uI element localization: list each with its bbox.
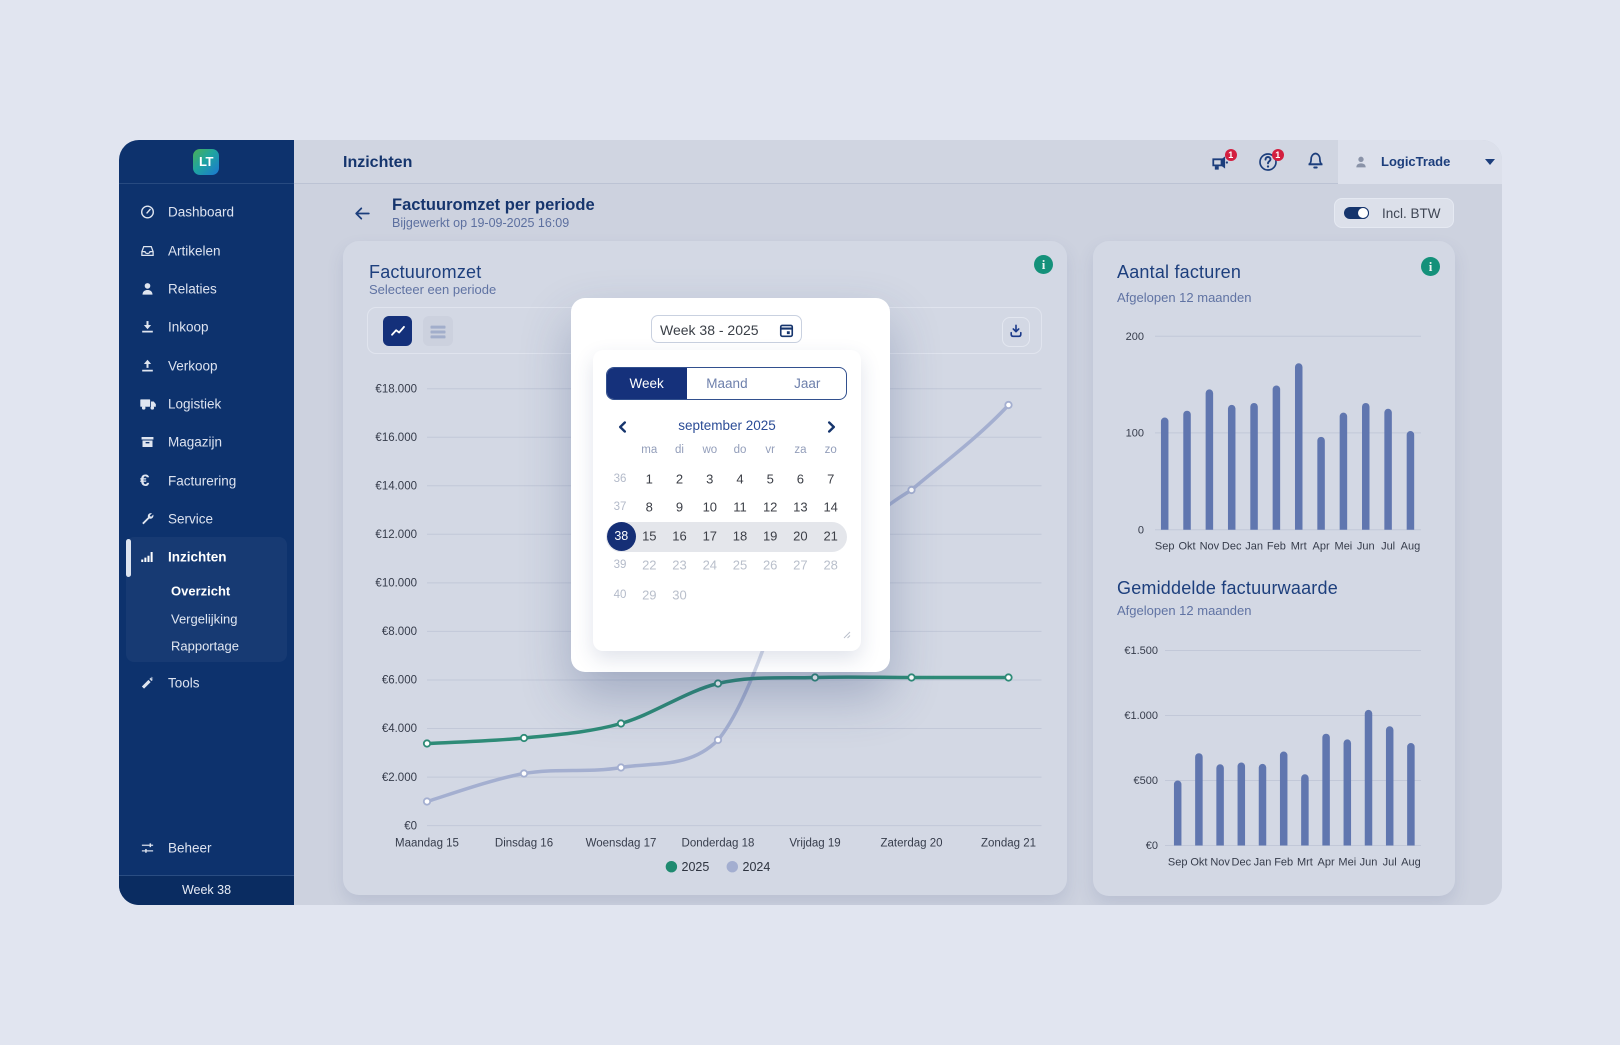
svg-text:Apr: Apr bbox=[1313, 541, 1330, 553]
svg-text:€18.000: €18.000 bbox=[375, 383, 417, 395]
svg-text:€500: €500 bbox=[1134, 775, 1158, 787]
svg-text:Jun: Jun bbox=[1357, 541, 1375, 553]
svg-text:€16.000: €16.000 bbox=[375, 432, 417, 444]
svg-text:Okt: Okt bbox=[1190, 857, 1207, 869]
svg-text:Apr: Apr bbox=[1318, 857, 1335, 869]
svg-text:Nov: Nov bbox=[1210, 857, 1230, 869]
svg-text:Woensdag 17: Woensdag 17 bbox=[586, 838, 657, 850]
svg-text:2024: 2024 bbox=[743, 860, 771, 874]
svg-text:Mrt: Mrt bbox=[1297, 857, 1313, 869]
svg-text:Jan: Jan bbox=[1245, 541, 1263, 553]
svg-text:€0: €0 bbox=[404, 820, 417, 832]
svg-text:€10.000: €10.000 bbox=[375, 578, 417, 590]
svg-text:Dinsdag 16: Dinsdag 16 bbox=[495, 838, 553, 850]
svg-text:€1.000: €1.000 bbox=[1124, 710, 1158, 722]
svg-text:0: 0 bbox=[1138, 524, 1144, 536]
svg-text:Jul: Jul bbox=[1383, 857, 1397, 869]
svg-text:Donderdag 18: Donderdag 18 bbox=[682, 838, 755, 850]
svg-text:Vrijdag 19: Vrijdag 19 bbox=[789, 838, 840, 850]
svg-text:Mei: Mei bbox=[1335, 541, 1353, 553]
svg-text:€2.000: €2.000 bbox=[382, 772, 417, 784]
svg-text:200: 200 bbox=[1126, 331, 1144, 343]
svg-text:Maandag 15: Maandag 15 bbox=[395, 838, 459, 850]
svg-text:€8.000: €8.000 bbox=[382, 626, 417, 638]
svg-text:€6.000: €6.000 bbox=[382, 675, 417, 687]
svg-text:€12.000: €12.000 bbox=[375, 529, 417, 541]
svg-text:2025: 2025 bbox=[682, 860, 710, 874]
svg-text:100: 100 bbox=[1126, 428, 1144, 440]
svg-text:Sep: Sep bbox=[1155, 541, 1175, 553]
svg-text:€14.000: €14.000 bbox=[375, 481, 417, 493]
svg-text:Zaterdag 20: Zaterdag 20 bbox=[880, 838, 942, 850]
svg-text:Mei: Mei bbox=[1338, 857, 1356, 869]
svg-text:Aug: Aug bbox=[1401, 857, 1421, 869]
svg-text:Dec: Dec bbox=[1232, 857, 1252, 869]
svg-text:Jan: Jan bbox=[1254, 857, 1272, 869]
svg-text:Sep: Sep bbox=[1168, 857, 1188, 869]
svg-text:Mrt: Mrt bbox=[1291, 541, 1307, 553]
svg-text:Jun: Jun bbox=[1360, 857, 1378, 869]
svg-text:Jul: Jul bbox=[1381, 541, 1395, 553]
svg-text:€1.500: €1.500 bbox=[1124, 645, 1158, 657]
svg-text:Zondag 21: Zondag 21 bbox=[981, 838, 1036, 850]
svg-text:Feb: Feb bbox=[1274, 857, 1293, 869]
svg-text:Okt: Okt bbox=[1178, 541, 1195, 553]
svg-text:€0: €0 bbox=[1146, 840, 1158, 852]
svg-text:Aug: Aug bbox=[1401, 541, 1421, 553]
svg-text:Dec: Dec bbox=[1222, 541, 1242, 553]
svg-text:Feb: Feb bbox=[1267, 541, 1286, 553]
svg-text:€4.000: €4.000 bbox=[382, 723, 417, 735]
svg-text:Nov: Nov bbox=[1200, 541, 1220, 553]
